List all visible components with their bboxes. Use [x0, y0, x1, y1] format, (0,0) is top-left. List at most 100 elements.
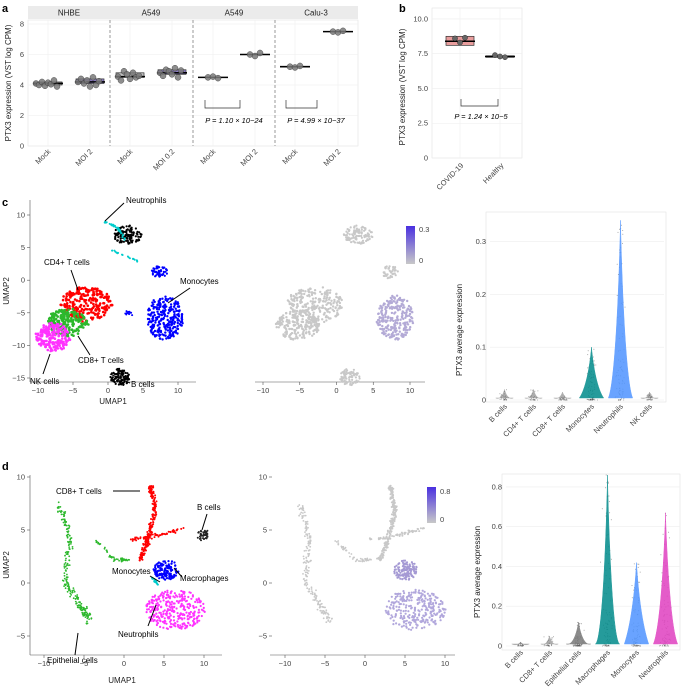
- expr-cell: [280, 321, 283, 325]
- neutrophil-cell: [197, 614, 200, 618]
- a-ytick-label: 0: [20, 142, 24, 151]
- expr-cell-high: [415, 565, 418, 569]
- panel-c-colorbar-max: 0.3: [419, 225, 429, 234]
- panel-c-violin-ylabel: PTX3 average expression: [455, 284, 464, 376]
- cd4-cell: [99, 291, 102, 295]
- cd8-cell: [144, 546, 147, 549]
- expr-cell-high: [393, 306, 396, 310]
- expr-cell: [386, 533, 388, 536]
- nk-cell: [36, 332, 40, 336]
- expr-cell-high: [402, 603, 405, 606]
- cd8-cell: [138, 556, 141, 559]
- neutrophil-cell: [175, 600, 179, 603]
- cd4-cell: [82, 311, 85, 315]
- expr-cell: [315, 330, 319, 334]
- expr-cell: [346, 232, 349, 235]
- epithelial-cell: [60, 513, 63, 516]
- violin-point: [617, 231, 619, 233]
- neutrophil-cell: [189, 624, 192, 627]
- cd4-cell: [61, 298, 65, 302]
- monocyte-cell: [181, 322, 184, 325]
- expr-cell: [303, 292, 306, 296]
- neutrophil-cell: [114, 228, 117, 232]
- epithelial-cell: [72, 587, 75, 589]
- b-point: [462, 34, 468, 41]
- neutrophil-cell: [165, 610, 168, 613]
- violin-point: [506, 389, 507, 391]
- panel-c-umap-xlabel: UMAP1: [99, 397, 127, 406]
- expr-cell: [292, 338, 295, 341]
- neutrophil-cell: [161, 620, 164, 623]
- nk-cell: [42, 342, 46, 346]
- nk-cell: [57, 330, 61, 334]
- a-point: [177, 67, 185, 74]
- y-tick-label: 0: [21, 579, 25, 588]
- panel-a-ylabel: PTX3 expression (VST log CPM): [4, 24, 13, 141]
- expr-cell: [301, 515, 304, 518]
- epithelial-cell: [95, 540, 98, 543]
- expr-cell: [284, 312, 288, 315]
- epithelial-cell: [68, 546, 71, 548]
- nk-cell: [61, 342, 65, 346]
- expr-cell-high: [416, 602, 419, 605]
- expr-cell: [294, 337, 297, 340]
- macrophage-cell: [172, 575, 175, 578]
- cd8-cell: [143, 552, 146, 555]
- cd8-cell: [149, 495, 152, 498]
- cd4-cell: [110, 303, 113, 307]
- cyan-cell: [123, 238, 126, 241]
- monocyte-cell: [174, 307, 177, 310]
- expr-cell: [347, 236, 350, 239]
- expr-cell: [301, 289, 305, 292]
- expr-cell: [306, 302, 309, 305]
- nk-cell: [67, 337, 71, 340]
- expr-cell: [379, 555, 382, 558]
- violin-point: [553, 636, 554, 638]
- cyan-cell: [128, 257, 131, 260]
- expr-cell: [299, 513, 302, 515]
- cd8-cell: [146, 533, 149, 536]
- monocyte-cell: [150, 312, 153, 315]
- expr-cell-high: [410, 574, 413, 577]
- expr-cell: [362, 226, 365, 229]
- a-point: [171, 64, 179, 72]
- cd4-cell: [107, 295, 110, 299]
- expr-cell-high: [405, 622, 408, 625]
- monocyte-cell: [164, 297, 168, 301]
- expr-cell-high: [423, 626, 426, 629]
- cd4-cell: [96, 314, 100, 318]
- violin-point: [593, 363, 595, 365]
- expr-cell: [300, 300, 303, 304]
- cd8-cell: [76, 314, 80, 318]
- neutrophil-cell: [159, 620, 162, 623]
- cd4-cell: [107, 306, 111, 309]
- expr-cell: [274, 322, 278, 326]
- b-xtick-label: Healthy: [481, 161, 506, 186]
- cd4-cell: [82, 304, 86, 308]
- violin-point: [500, 394, 502, 396]
- expr-cell-high: [437, 606, 440, 609]
- expr-cell: [307, 541, 310, 543]
- neutrophil-cell: [171, 607, 174, 610]
- expr-cell: [327, 619, 330, 621]
- monocyte-cell: [168, 326, 172, 329]
- y-tick-label: −5: [16, 632, 25, 641]
- cd8-cell: [169, 530, 172, 533]
- macrophage-cell: [164, 561, 167, 565]
- neutrophil-cell: [177, 617, 180, 621]
- panel-b-bracket: [460, 99, 499, 107]
- cd8-cell: [71, 330, 75, 334]
- expr-cell: [306, 547, 309, 550]
- monocyte-cell: [162, 270, 165, 274]
- panel-c-violins: [495, 220, 659, 401]
- violin-point: [593, 348, 595, 350]
- neutrophil-cell: [166, 627, 169, 631]
- cd8-cell: [155, 500, 158, 503]
- neutrophil-cell: [168, 605, 171, 608]
- violin-point: [608, 501, 610, 503]
- expr-cell: [389, 493, 392, 496]
- monocyte-cell: [154, 275, 157, 278]
- expr-cell: [392, 505, 394, 508]
- arrow-bcells-d: [201, 513, 208, 531]
